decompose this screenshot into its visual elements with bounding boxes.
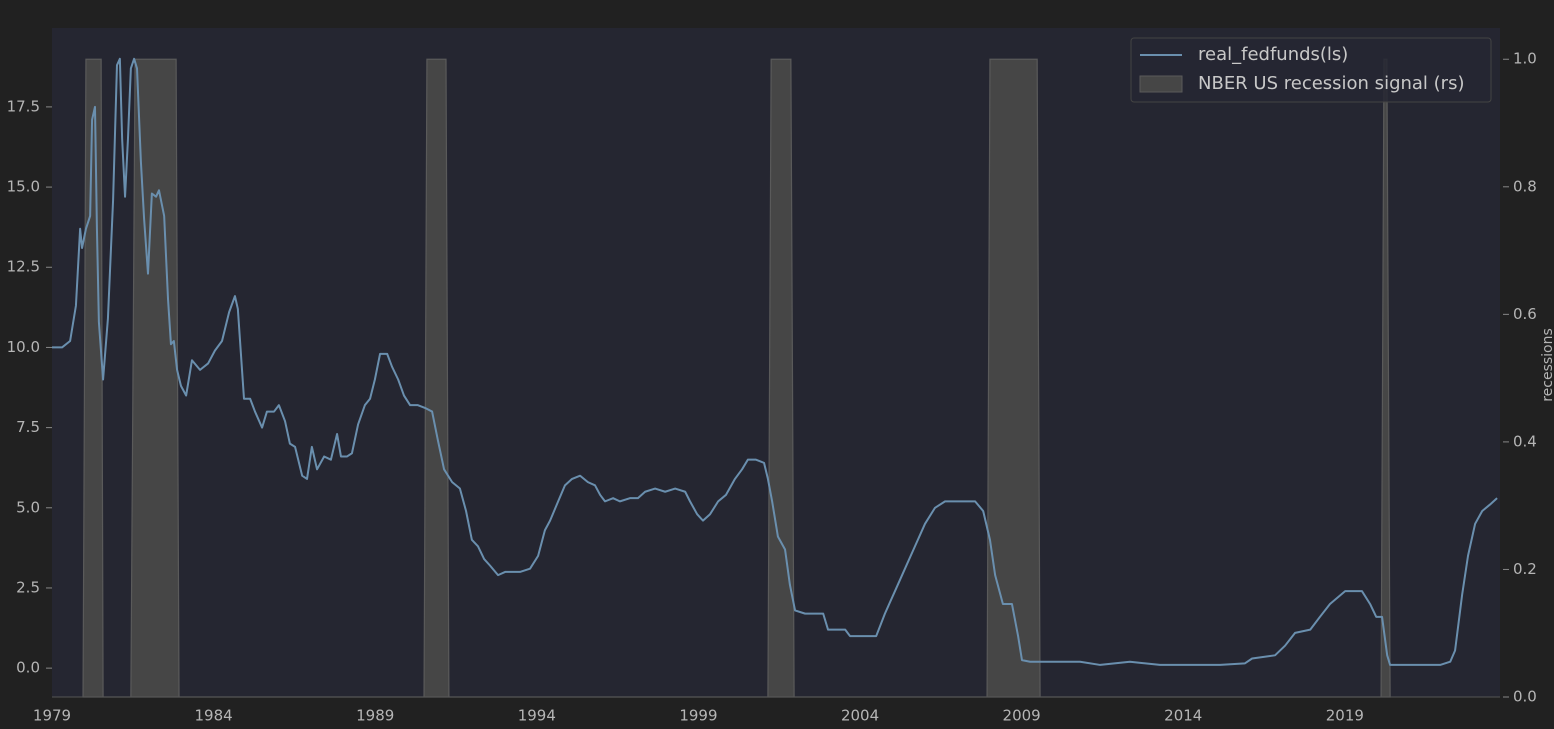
x-tick-label: 1984: [195, 707, 233, 725]
y2-tick-label: 0.6: [1513, 305, 1537, 323]
x-tick-label: 1979: [33, 707, 71, 725]
legend-box: [1130, 37, 1492, 103]
legend-label: real_fedfunds(ls): [1198, 44, 1348, 65]
x-tick-label: 1994: [518, 707, 556, 725]
legend-label: NBER US recession signal (rs): [1198, 73, 1464, 94]
y2-tick-label: 0.0: [1513, 688, 1537, 706]
x-tick-label: 1999: [679, 707, 717, 725]
y-tick-label: 0.0: [16, 659, 40, 677]
legend-swatch: [1139, 75, 1183, 93]
y2-tick-label: 0.2: [1513, 560, 1537, 578]
y-tick-label: 12.5: [7, 258, 40, 276]
x-tick-label: 1989: [356, 707, 394, 725]
y-tick-label: 5.0: [16, 498, 40, 516]
y-tick-label: 10.0: [7, 338, 40, 356]
x-tick-label: 2009: [1003, 707, 1041, 725]
y2-tick-label: 0.8: [1513, 177, 1537, 195]
y2-tick-label: 0.4: [1513, 432, 1537, 450]
x-tick-label: 2004: [841, 707, 879, 725]
line-series: [52, 57, 1498, 666]
legend: real_fedfunds(ls) NBER US recession signa…: [1130, 37, 1492, 103]
y-tick-label: 7.5: [16, 418, 40, 436]
y2-axis-label: recessions: [1540, 328, 1554, 402]
x-tick-label: 2014: [1164, 707, 1202, 725]
y-tick-label: 17.5: [7, 97, 40, 115]
y2-tick-label: 1.0: [1513, 50, 1537, 68]
x-tick-label: 2019: [1326, 707, 1364, 725]
y-tick-label: 2.5: [16, 578, 40, 596]
y-tick-label: 15.0: [7, 178, 40, 196]
